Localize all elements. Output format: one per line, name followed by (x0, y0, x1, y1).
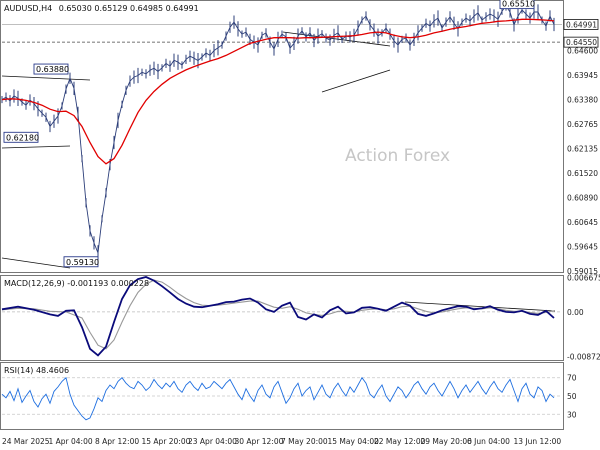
x-tick-label: 24 Mar 2025 (2, 437, 50, 446)
triangle-upper (282, 31, 391, 47)
annotation-label: 0.65510 (502, 0, 535, 9)
macd-panel-title: MACD(12,26,9) -0.001193 0.000228 (4, 279, 149, 288)
annotation-box (499, 0, 535, 10)
price-close-line (1, 5, 555, 254)
x-tick-label: 15 Apr 20:00 (142, 437, 191, 446)
macd-tick-label: -0.008724 (567, 353, 600, 362)
price-tick-label: 0.64600 (567, 47, 598, 56)
rsi-tick-label: 50 (567, 392, 577, 401)
price-tick-label: 0.60890 (567, 194, 598, 203)
annotation-box (33, 63, 69, 75)
trendline-resistance-left (1, 75, 91, 81)
price-tick-label: 0.61520 (567, 169, 598, 178)
x-tick-label: 29 May 20:00 (421, 437, 473, 446)
ohlc-readout: 0.65030 0.65129 0.64985 0.64991 (59, 4, 199, 13)
macd-divergence-line (404, 301, 556, 312)
rsi-tick-label: 30 (567, 410, 577, 419)
rsi-panel-title: RSI(14) 48.4606 (4, 366, 69, 375)
macd-line (1, 276, 555, 357)
watermark: Action Forex (345, 146, 450, 166)
trendline-group (1, 31, 556, 312)
annotation-box (3, 131, 39, 143)
price-tick-label: 0.62765 (567, 120, 598, 129)
price-tick-label: 0.59015 (567, 267, 598, 276)
triangle-lower (321, 69, 391, 93)
trendline-support-mid (1, 145, 71, 149)
annotation-label: 0.63880 (36, 65, 69, 74)
x-tick-label: 1 Apr 04:00 (49, 437, 93, 446)
x-tick-label: 15 May 04:00 (328, 437, 380, 446)
price-layer: 0.63880 0.62180 0.59130 0.65510 (1, 0, 562, 268)
price-tick-label: 0.63945 (567, 71, 598, 80)
axis-layer: 0.652550.646000.639450.633800.627650.621… (2, 19, 600, 446)
current-price-label: 0.64991 (566, 20, 597, 29)
price-panel-frame (0, 0, 564, 273)
macd-tick-label: 0.006675 (567, 274, 600, 283)
price-tick-label: 0.62135 (567, 145, 598, 154)
x-tick-label: 23 Apr 04:00 (188, 437, 237, 446)
x-tick-label: 6 Jun 04:00 (467, 437, 510, 446)
x-tick-label: 7 May 20:00 (281, 437, 328, 446)
price-tick-label: 0.59645 (567, 243, 598, 252)
x-tick-label: 22 May 12:00 (374, 437, 426, 446)
price-tick-label: 0.63380 (567, 96, 598, 105)
rsi-layer (1, 376, 562, 421)
macd-tick-label: 0.00 (567, 308, 584, 317)
annotation-box (63, 256, 99, 268)
current-price-tag (563, 19, 599, 30)
moving-average-line (1, 18, 555, 165)
annotation-label: 0.59130 (66, 258, 99, 267)
rsi-tick-label: 70 (567, 374, 577, 383)
rsi-line (1, 376, 555, 421)
trendline-support-left (1, 257, 71, 269)
price-tick-label: 0.60645 (567, 218, 598, 227)
symbol-title: AUDUSD,H4 (4, 4, 52, 13)
level-line-tag (563, 36, 599, 48)
macd-layer (1, 276, 562, 357)
price-panel-title: AUDUSD,H4 0.65030 0.65129 0.64985 0.6499… (4, 4, 199, 13)
annotation-label: 0.62180 (6, 133, 39, 142)
x-tick-label: 8 Apr 12:00 (95, 437, 139, 446)
macd-panel-frame (0, 275, 564, 361)
x-tick-label: 30 Apr 12:00 (235, 437, 284, 446)
level-line-label: 0.64550 (566, 38, 597, 47)
x-tick-label: 13 Jun 12:00 (514, 437, 562, 446)
